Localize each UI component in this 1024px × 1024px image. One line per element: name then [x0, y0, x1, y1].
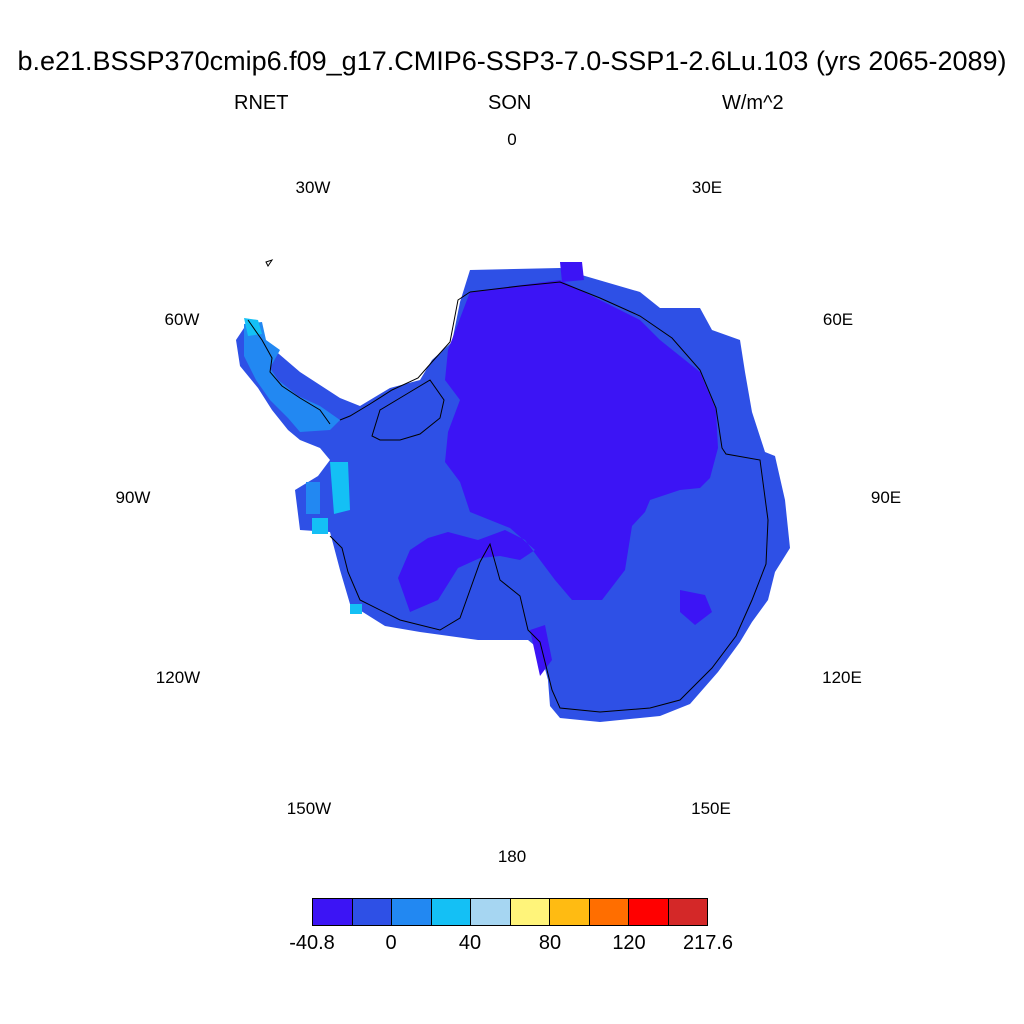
season-label: SON	[488, 92, 532, 114]
colorbar-box	[589, 899, 629, 925]
lon-label-90e: 90E	[870, 488, 902, 507]
colorbar-label: 217.6	[682, 932, 734, 954]
colorbar-label: 40	[458, 932, 482, 954]
peninsula-cell	[312, 518, 328, 534]
units-label: W/m^2	[722, 92, 784, 114]
lon-label-30e: 30E	[691, 178, 723, 197]
lon-label-0: 0	[507, 130, 517, 149]
lon-label-120e: 120E	[822, 668, 862, 687]
colorbar-label: 0	[385, 932, 397, 954]
peninsula-field	[244, 322, 340, 432]
colorbar-label: 120	[612, 932, 646, 954]
lon-label-60w: 60W	[164, 310, 200, 329]
colorbar-label: 80	[538, 932, 562, 954]
peninsula-cell	[330, 462, 350, 514]
peninsula-cell	[350, 604, 362, 614]
interior-patch	[680, 590, 712, 625]
colorbar-box	[313, 899, 353, 925]
lon-label-30w: 30W	[295, 178, 331, 197]
interior-field	[398, 280, 718, 612]
coastline	[247, 259, 769, 713]
lon-label-180: 180	[497, 847, 527, 866]
peninsula-cell	[306, 482, 320, 514]
colorbar	[312, 898, 708, 926]
colorbar-box	[510, 899, 550, 925]
colorbar-box	[431, 899, 471, 925]
lon-label-120w: 120W	[155, 668, 201, 687]
lon-label-150e: 150E	[691, 799, 731, 818]
colorbar-box	[668, 899, 707, 925]
lon-label-90w: 90W	[115, 488, 151, 507]
lon-label-60e: 60E	[822, 310, 854, 329]
colorbar-box	[471, 899, 511, 925]
antarctica-landmass	[236, 262, 790, 722]
colorbar-box	[550, 899, 590, 925]
colorbar-box	[352, 899, 392, 925]
lon-label-150w: 150W	[286, 799, 332, 818]
plot-title: b.e21.BSSP370cmip6.f09_g17.CMIP6-SSP3-7.…	[17, 46, 1007, 76]
colorbar-box	[629, 899, 669, 925]
variable-label: RNET	[234, 92, 289, 114]
interior-patch	[560, 262, 584, 282]
colorbar-label: -40.8	[289, 932, 335, 954]
colorbar-box	[392, 899, 432, 925]
